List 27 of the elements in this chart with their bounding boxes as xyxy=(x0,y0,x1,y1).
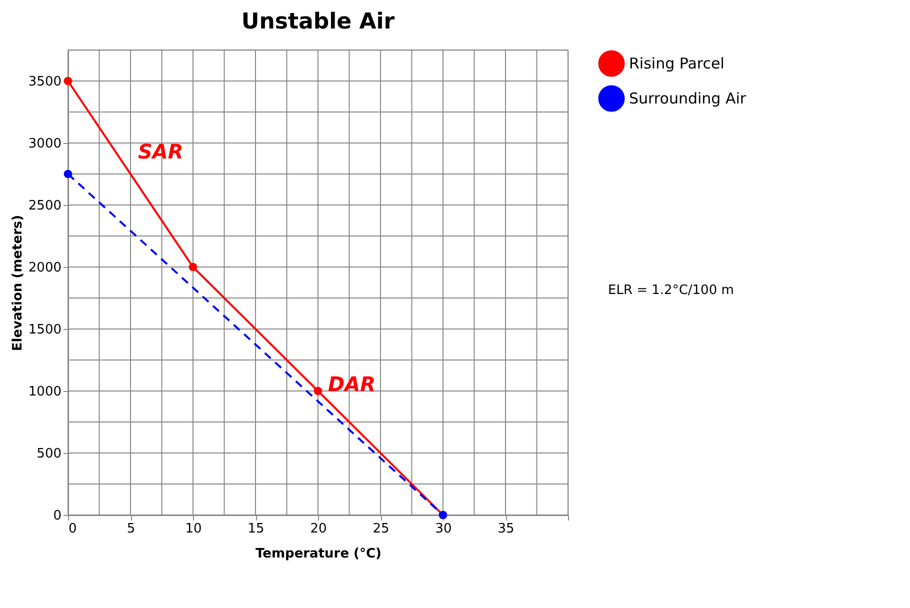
legend-label: Surrounding Air xyxy=(629,90,747,108)
y-tick-label: 3500 xyxy=(28,74,62,90)
x-tick-label: 10 xyxy=(185,522,202,536)
annotation: SAR xyxy=(138,139,184,164)
x-tick-label: 35 xyxy=(498,522,514,536)
y-axis-title: Elevation (meters) xyxy=(10,214,26,352)
text: ELR = 1.2°C/100 m xyxy=(608,283,734,298)
y-tick-label: 1000 xyxy=(28,384,62,400)
y-tick-label: 2000 xyxy=(28,260,62,276)
x-tick-label: 20 xyxy=(310,522,327,536)
point xyxy=(64,170,72,178)
x-tick-label: 30 xyxy=(435,522,452,536)
legend-label: Rising Parcel xyxy=(629,54,724,72)
x-tick-label: 5 xyxy=(126,522,136,536)
x-tick-label: 25 xyxy=(372,522,390,536)
annotation: DAR xyxy=(328,372,376,396)
y-tick-label: 1500 xyxy=(28,322,62,338)
x-axis-title: Temperature (°C) xyxy=(256,546,382,562)
x-tick-label: 15 xyxy=(248,522,264,536)
y-tick-label: 3000 xyxy=(28,136,62,152)
point xyxy=(314,386,322,396)
y-tick-label: 2500 xyxy=(28,198,62,214)
y-tick-label: 500 xyxy=(36,446,62,462)
x-tick-label: 0 xyxy=(68,522,77,536)
y-tick-label: 0 xyxy=(53,508,62,524)
point xyxy=(188,262,198,272)
chart-title: Unstable Air xyxy=(241,10,395,34)
